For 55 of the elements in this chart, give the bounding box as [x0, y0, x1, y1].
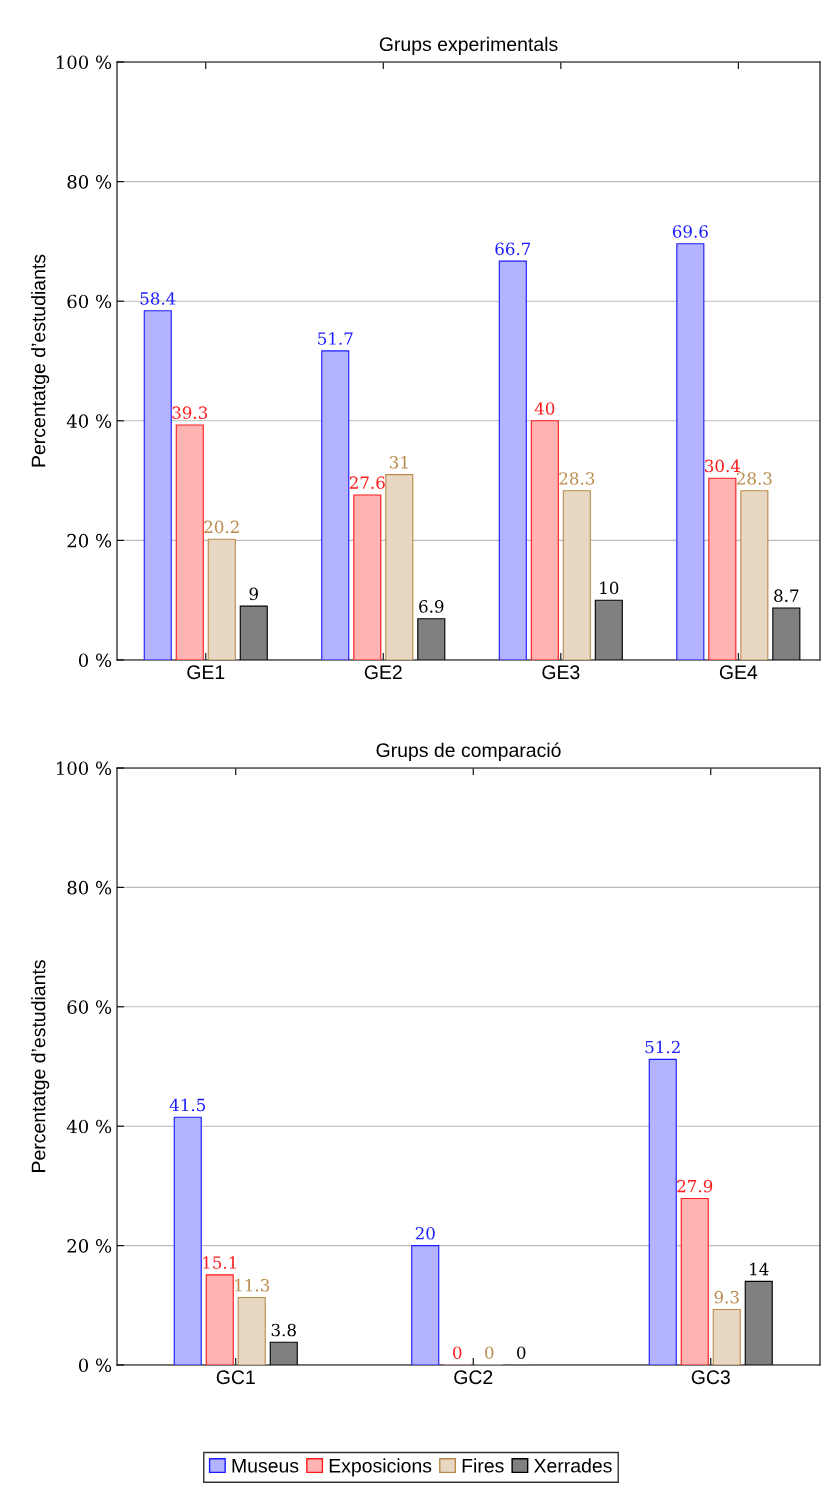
x-tick-label: GC3	[691, 1370, 730, 1385]
x-tick-label: GC2	[454, 1370, 493, 1385]
data-label: 20.2	[204, 520, 239, 534]
y-tick-label: 40 %	[66, 1119, 112, 1134]
y-tick-label: 80 %	[67, 880, 112, 895]
data-label: 31	[389, 456, 408, 469]
data-label: 11.3	[235, 1278, 270, 1292]
y-axis-title: Percentatge d’estudiants	[31, 960, 50, 1172]
data-label: 27.6	[349, 476, 385, 489]
y-tick-label: 0 %	[78, 1358, 112, 1373]
data-label: 20	[415, 1226, 435, 1240]
data-label: 27.9	[677, 1179, 713, 1193]
data-label: 0	[485, 1346, 494, 1359]
legend-label: Fires	[462, 1458, 504, 1473]
y-tick-label: 100 %	[56, 761, 112, 776]
data-label: 30.4	[705, 459, 741, 473]
data-label: 41.5	[169, 1098, 206, 1112]
data-label: 9.3	[714, 1290, 739, 1304]
data-label: 14	[750, 1262, 769, 1276]
x-tick-label: GE1	[187, 665, 225, 680]
data-label: 28.3	[559, 472, 595, 485]
x-tick-label: GC1	[216, 1370, 255, 1385]
y-tick-label: 60 %	[67, 1000, 112, 1014]
y-tick-label: 100 %	[56, 55, 112, 70]
legend-label: Museus	[232, 1459, 299, 1473]
y-tick-label: 20 %	[67, 533, 112, 548]
x-tick-label: GE3	[542, 665, 580, 680]
legend-label: Exposicions	[329, 1458, 432, 1477]
y-tick-label: 80 %	[67, 175, 112, 189]
chart-title: Grups de comparació	[376, 742, 561, 761]
data-label: 39.3	[172, 406, 208, 419]
data-label: 51.2	[645, 1040, 680, 1054]
data-label: 10	[600, 581, 619, 595]
y-tick-label: 60 %	[67, 294, 112, 309]
x-tick-label: GE2	[364, 665, 402, 680]
data-label: 15.1	[203, 1256, 236, 1269]
data-label: 0	[517, 1346, 526, 1359]
data-label: 28.3	[736, 472, 772, 485]
y-tick-label: 20 %	[67, 1239, 112, 1253]
y-tick-label: 0 %	[78, 653, 112, 668]
legend-label: Xerrades	[533, 1458, 612, 1473]
data-label: 58.4	[140, 292, 176, 305]
data-label: 9	[249, 587, 258, 601]
data-label: 8.7	[774, 589, 799, 602]
y-axis-title: Percentatge d’estudiants	[31, 254, 50, 467]
data-label: 6.9	[419, 600, 444, 613]
chart-title: Grups experimentals	[379, 36, 558, 55]
x-tick-label: GE4	[719, 665, 758, 680]
data-label: 40	[534, 402, 555, 415]
data-label: 0	[453, 1346, 462, 1359]
data-label: 51.7	[318, 332, 353, 345]
data-label: 69.6	[672, 225, 708, 238]
y-tick-label: 40 %	[66, 414, 112, 428]
data-label: 66.7	[495, 242, 531, 256]
data-label: 3.8	[271, 1323, 296, 1337]
